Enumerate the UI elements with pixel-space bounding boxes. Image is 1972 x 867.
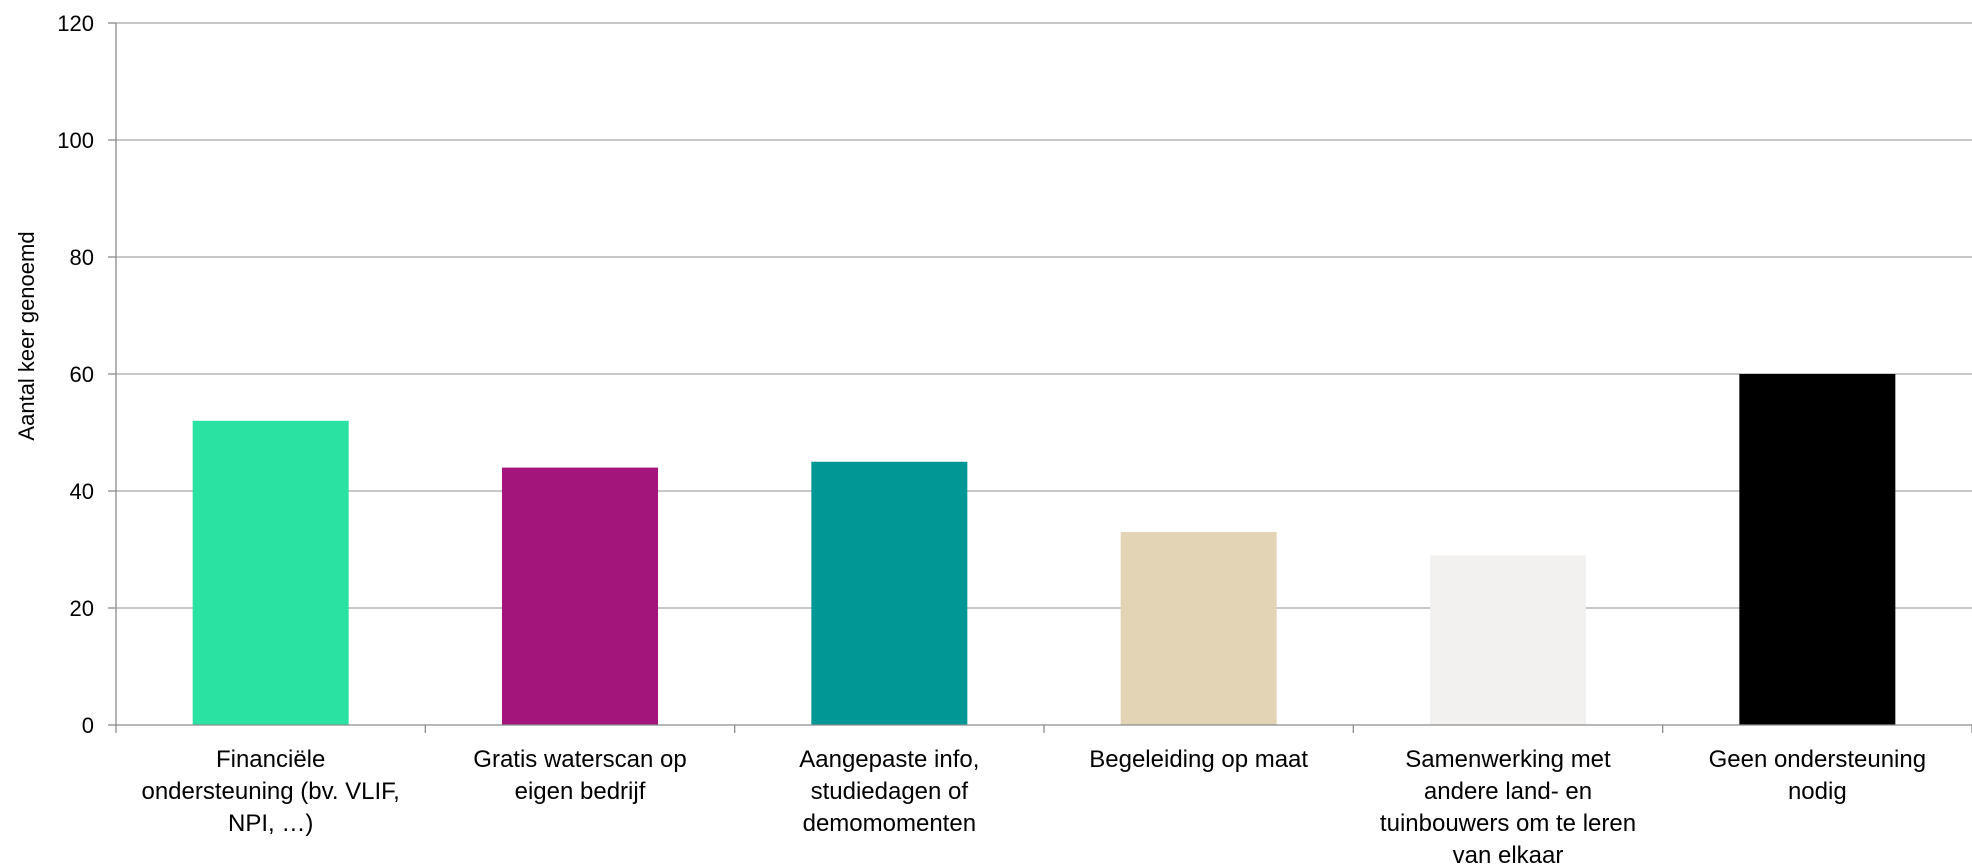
x-category-label-0: Financiële ondersteuning (bv. VLIF, NPI, …… [141,746,399,837]
bar-4 [1430,555,1586,725]
y-axis-label: Aantal keer genoemd [14,231,39,440]
bar-2 [811,461,968,725]
y-tick-label-100: 100 [57,128,94,153]
y-tick-label-20: 20 [70,596,94,621]
y-tick-labels: 0 20 40 60 80 100 120 [57,11,94,738]
bar-3 [1120,531,1277,725]
y-tick-label-60: 60 [70,362,94,387]
bar-0 [192,420,349,725]
x-category-label-1: Gratis waterscan op eigen bedrijf [473,746,686,805]
x-category-labels: Financiële ondersteuning (bv. VLIF, NPI, …… [141,746,1926,867]
y-tick-label-40: 40 [70,479,94,504]
y-tick-label-0: 0 [82,713,94,738]
x-category-label-2: Aangepaste info, studiedagen of demomoment… [799,746,979,837]
x-category-label-3: Begeleiding op maat [1089,746,1308,773]
y-tick-label-120: 120 [57,11,94,36]
bar-5 [1739,374,1896,725]
x-category-label-5: Geen ondersteuning nodig [1709,746,1927,805]
bar-1 [502,467,658,725]
bars [192,374,1896,725]
gridlines [116,22,1972,609]
y-tick-label-80: 80 [70,245,94,270]
x-category-label-4: Samenwerking met andere land- en tuinbouwe… [1380,746,1636,867]
axes [108,22,1972,733]
